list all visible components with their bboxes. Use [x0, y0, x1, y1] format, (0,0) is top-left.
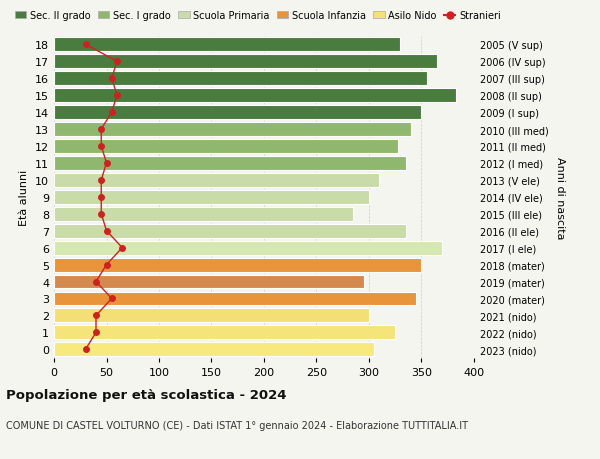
Bar	[54, 309, 369, 323]
Bar	[54, 89, 456, 103]
Bar	[54, 106, 421, 120]
Legend: Sec. II grado, Sec. I grado, Scuola Primaria, Scuola Infanzia, Asilo Nido, Stran: Sec. II grado, Sec. I grado, Scuola Prim…	[11, 7, 505, 25]
Bar	[54, 224, 406, 238]
Bar	[54, 207, 353, 221]
Bar	[54, 38, 401, 52]
Bar	[54, 258, 421, 272]
Bar	[54, 72, 427, 86]
Y-axis label: Anni di nascita: Anni di nascita	[555, 156, 565, 239]
Bar	[54, 157, 406, 170]
Bar	[54, 123, 411, 137]
Bar	[54, 241, 442, 255]
Bar	[54, 174, 379, 187]
Y-axis label: Età alunni: Età alunni	[19, 169, 29, 225]
Text: Popolazione per età scolastica - 2024: Popolazione per età scolastica - 2024	[6, 388, 287, 401]
Bar	[54, 140, 398, 154]
Bar	[54, 342, 374, 357]
Text: COMUNE DI CASTEL VOLTURNO (CE) - Dati ISTAT 1° gennaio 2024 - Elaborazione TUTTI: COMUNE DI CASTEL VOLTURNO (CE) - Dati IS…	[6, 420, 468, 430]
Bar	[54, 292, 416, 306]
Bar	[54, 326, 395, 340]
Bar	[54, 55, 437, 69]
Bar	[54, 275, 364, 289]
Bar	[54, 190, 369, 204]
